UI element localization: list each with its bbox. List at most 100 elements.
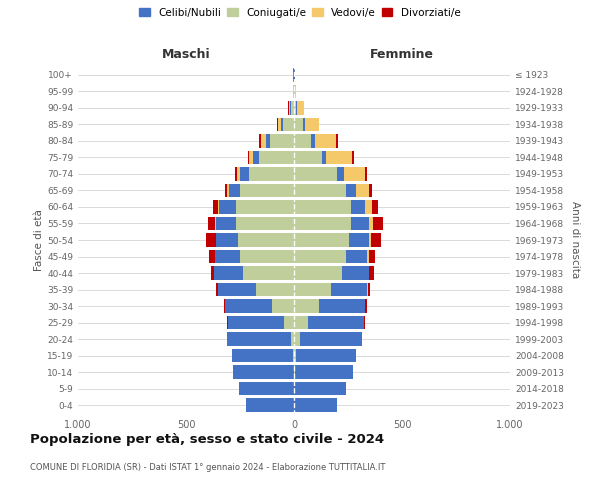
Bar (365, 200, 372, 214)
Bar (293, 349, 294, 362)
Bar (290, 101, 291, 114)
Bar (215, 216, 216, 230)
Bar (214, 266, 243, 280)
Bar (289, 101, 290, 114)
Bar (351, 216, 368, 230)
Bar (206, 233, 215, 247)
Bar (215, 233, 216, 247)
Bar (227, 332, 291, 346)
Bar (302, 118, 305, 131)
Bar (367, 250, 369, 264)
Bar (314, 134, 336, 147)
Bar (294, 316, 308, 330)
Bar (283, 118, 294, 131)
Bar (208, 216, 215, 230)
Bar (260, 134, 266, 147)
Bar (291, 332, 294, 346)
Bar (237, 167, 240, 180)
Bar (247, 398, 294, 412)
Bar (337, 167, 344, 180)
Bar (294, 332, 301, 346)
Bar (235, 167, 237, 180)
Bar (218, 283, 256, 296)
Bar (296, 101, 297, 114)
Bar (294, 84, 295, 98)
Bar (294, 266, 341, 280)
Bar (238, 233, 294, 247)
Bar (305, 118, 319, 131)
Y-axis label: Fasce di età: Fasce di età (34, 209, 44, 271)
Bar (211, 266, 214, 280)
Bar (368, 184, 372, 197)
Bar (293, 84, 294, 98)
Bar (301, 332, 362, 346)
Bar (369, 250, 375, 264)
Bar (294, 300, 319, 313)
Bar (233, 366, 293, 379)
Bar (294, 283, 331, 296)
Bar (344, 167, 365, 180)
Bar (319, 300, 365, 313)
Bar (294, 250, 346, 264)
Bar (341, 266, 368, 280)
Bar (266, 134, 270, 147)
Bar (295, 366, 353, 379)
Bar (236, 200, 294, 214)
Bar (294, 184, 346, 197)
Bar (294, 150, 322, 164)
Bar (311, 134, 314, 147)
Bar (326, 150, 352, 164)
Bar (224, 300, 225, 313)
Bar (371, 233, 382, 247)
Bar (294, 134, 311, 147)
Bar (331, 283, 367, 296)
Bar (294, 216, 351, 230)
Bar (243, 266, 294, 280)
Bar (259, 150, 294, 164)
Bar (368, 216, 373, 230)
Bar (227, 316, 228, 330)
Bar (308, 316, 364, 330)
Bar (295, 84, 296, 98)
Bar (294, 382, 346, 396)
Bar (272, 300, 294, 313)
Bar (240, 184, 294, 197)
Bar (368, 266, 370, 280)
Bar (294, 366, 295, 379)
Bar (373, 216, 383, 230)
Bar (216, 216, 236, 230)
Bar (372, 200, 378, 214)
Bar (236, 216, 294, 230)
Bar (346, 250, 367, 264)
Bar (368, 233, 371, 247)
Text: Maschi: Maschi (161, 48, 211, 61)
Bar (216, 233, 238, 247)
Bar (365, 167, 367, 180)
Bar (248, 150, 253, 164)
Bar (218, 200, 220, 214)
Bar (368, 283, 370, 296)
Text: COMUNE DI FLORIDIA (SR) - Dati ISTAT 1° gennaio 2024 - Elaborazione TUTTITALIA.I: COMUNE DI FLORIDIA (SR) - Dati ISTAT 1° … (30, 463, 385, 472)
Bar (296, 349, 356, 362)
Bar (294, 101, 296, 114)
Bar (278, 118, 281, 131)
Bar (240, 250, 294, 264)
Bar (225, 300, 272, 313)
Bar (220, 200, 236, 214)
Bar (365, 300, 367, 313)
Bar (370, 266, 374, 280)
Text: Femmine: Femmine (370, 48, 434, 61)
Bar (232, 349, 293, 362)
Bar (253, 150, 259, 164)
Bar (239, 382, 294, 396)
Bar (349, 233, 368, 247)
Bar (294, 349, 296, 362)
Bar (209, 250, 215, 264)
Bar (351, 200, 365, 214)
Bar (356, 184, 368, 197)
Y-axis label: Anni di nascita: Anni di nascita (569, 202, 580, 278)
Bar (215, 250, 240, 264)
Legend: Celibi/Nubili, Coniugati/e, Vedovi/e, Divorziati/e: Celibi/Nubili, Coniugati/e, Vedovi/e, Di… (139, 8, 461, 18)
Bar (256, 283, 294, 296)
Bar (225, 184, 227, 197)
